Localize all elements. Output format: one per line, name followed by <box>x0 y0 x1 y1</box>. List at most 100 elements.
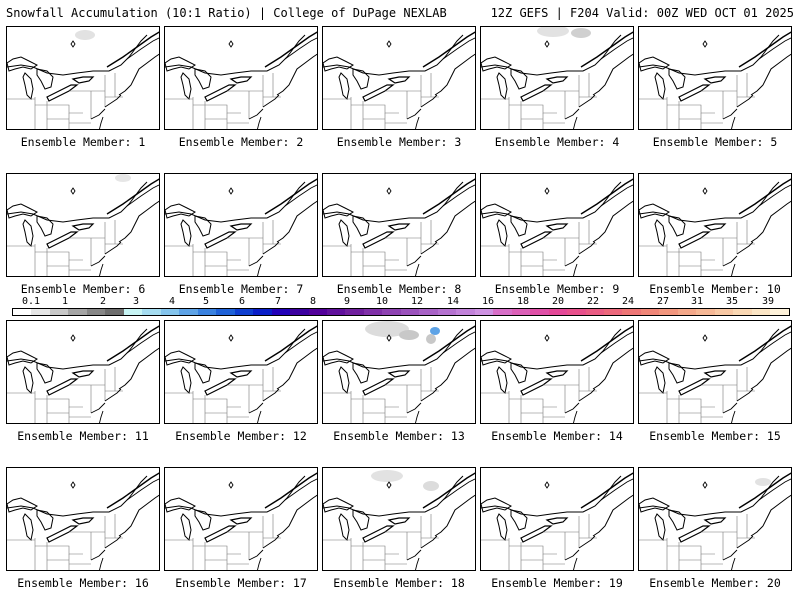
colorbar-swatch <box>308 309 327 315</box>
colorbar-swatch <box>123 309 143 315</box>
colorbar-swatch <box>474 309 494 315</box>
snowfall-shading <box>571 28 591 38</box>
ensemble-map-panel <box>638 26 792 130</box>
ensemble-map-panel <box>480 467 634 571</box>
colorbar-swatch <box>253 309 272 315</box>
colorbar-tick-label: 20 <box>551 296 565 307</box>
colorbar-swatch <box>530 309 549 315</box>
ensemble-map-panel <box>164 467 318 571</box>
colorbar-swatch <box>142 309 161 315</box>
snowfall-shading <box>115 174 131 182</box>
ensemble-member-label: Ensemble Member: 12 <box>175 429 307 443</box>
ensemble-member-label: Ensemble Member: 14 <box>491 429 623 443</box>
snowfall-shading <box>365 321 409 337</box>
ensemble-map-panel <box>322 26 476 130</box>
colorbar-tick-label: 24 <box>621 296 635 307</box>
colorbar-swatch <box>363 309 383 315</box>
colorbar-tick-label: 4 <box>168 296 176 307</box>
snowfall-shading <box>371 470 403 482</box>
ensemble-member-label: Ensemble Member: 5 <box>652 135 778 149</box>
ensemble-map-panel <box>638 320 792 424</box>
colorbar-swatch <box>548 309 568 315</box>
colorbar-swatch <box>216 309 235 315</box>
snowfall-shading <box>430 327 440 335</box>
snowfall-shading <box>399 330 419 340</box>
ensemble-map-panel <box>480 26 634 130</box>
colorbar-swatch <box>31 309 50 315</box>
ensemble-member-label: Ensemble Member: 6 <box>20 282 146 296</box>
colorbar-swatch <box>197 309 217 315</box>
ensemble-map-panel <box>322 320 476 424</box>
ensemble-map-panel <box>322 173 476 277</box>
ensemble-member-label: Ensemble Member: 3 <box>336 135 462 149</box>
colorbar-tick-label: 27 <box>656 296 670 307</box>
colorbar-tick-label: 7 <box>274 296 282 307</box>
ensemble-member-label: Ensemble Member: 15 <box>649 429 781 443</box>
colorbar-tick-label: 35 <box>725 296 739 307</box>
ensemble-map-panel <box>6 320 160 424</box>
ensemble-map-panel <box>638 173 792 277</box>
ensemble-member-label: Ensemble Member: 19 <box>491 576 623 590</box>
colorbar-tick-label: 2 <box>99 296 107 307</box>
colorbar-swatch <box>437 309 457 315</box>
colorbar-tick-label: 14 <box>446 296 460 307</box>
colorbar-tick-label: 18 <box>516 296 530 307</box>
snowfall-shading <box>755 478 771 486</box>
colorbar-swatch <box>105 309 124 315</box>
ensemble-map-panel <box>164 173 318 277</box>
colorbar-swatch <box>290 309 309 315</box>
colorbar-swatch <box>400 309 420 315</box>
colorbar-swatch <box>86 309 106 315</box>
snowfall-shading <box>426 334 436 344</box>
ensemble-member-label: Ensemble Member: 8 <box>336 282 462 296</box>
colorbar-swatch <box>456 309 475 315</box>
ensemble-map-panel <box>164 26 318 130</box>
colorbar-tick-label: 12 <box>410 296 424 307</box>
colorbar-swatch <box>511 309 531 315</box>
snowfall-colorbar: 0.1 1 2 3 4 5 6 7 8 9 10 12 14 16 18 20 22 24 27 31 35 39 <box>6 296 794 318</box>
colorbar-swatch <box>622 309 641 315</box>
map-title: Snowfall Accumulation (10:1 Ratio) | Col… <box>6 6 447 20</box>
colorbar-swatch <box>345 309 364 315</box>
ensemble-map-panel <box>480 320 634 424</box>
ensemble-member-label: Ensemble Member: 11 <box>17 429 149 443</box>
colorbar-swatch <box>68 309 87 315</box>
ensemble-member-label: Ensemble Member: 1 <box>20 135 146 149</box>
snowfall-shading <box>423 481 439 491</box>
snowfall-shading <box>537 27 569 37</box>
colorbar-swatch <box>751 309 771 315</box>
snowfall-overlay <box>537 27 591 38</box>
colorbar-tick-label: 3 <box>132 296 140 307</box>
colorbar-swatches <box>12 308 790 316</box>
colorbar-swatch <box>567 309 586 315</box>
colorbar-swatch <box>160 309 180 315</box>
ensemble-member-label: Ensemble Member: 9 <box>494 282 620 296</box>
ensemble-map-panel <box>6 26 160 130</box>
snowfall-overlay <box>75 30 95 40</box>
colorbar-swatch <box>179 309 198 315</box>
ensemble-map-panel <box>480 173 634 277</box>
ensemble-member-label: Ensemble Member: 16 <box>17 576 149 590</box>
ensemble-map-panel <box>322 467 476 571</box>
ensemble-map-panel <box>6 173 160 277</box>
snowfall-overlay <box>365 321 440 344</box>
colorbar-tick-label: 16 <box>481 296 495 307</box>
run-info: 12Z GEFS | F204 Valid: 00Z WED OCT 01 20… <box>490 6 794 20</box>
colorbar-swatch <box>49 309 69 315</box>
snowfall-overlay <box>115 174 131 182</box>
colorbar-swatch <box>493 309 512 315</box>
ensemble-member-label: Ensemble Member: 2 <box>178 135 304 149</box>
colorbar-tick-label: 22 <box>586 296 600 307</box>
ensemble-member-label: Ensemble Member: 7 <box>178 282 304 296</box>
ensemble-member-label: Ensemble Member: 20 <box>649 576 781 590</box>
ensemble-member-label: Ensemble Member: 4 <box>494 135 620 149</box>
colorbar-swatch <box>585 309 604 315</box>
colorbar-tick-label: 10 <box>375 296 389 307</box>
colorbar-swatch <box>733 309 752 315</box>
colorbar-swatch <box>770 309 789 315</box>
ensemble-member-label: Ensemble Member: 13 <box>333 429 465 443</box>
colorbar-swatch <box>714 309 734 315</box>
colorbar-tick-label: 39 <box>761 296 775 307</box>
colorbar-swatch <box>326 309 346 315</box>
snowfall-overlay <box>371 470 439 491</box>
